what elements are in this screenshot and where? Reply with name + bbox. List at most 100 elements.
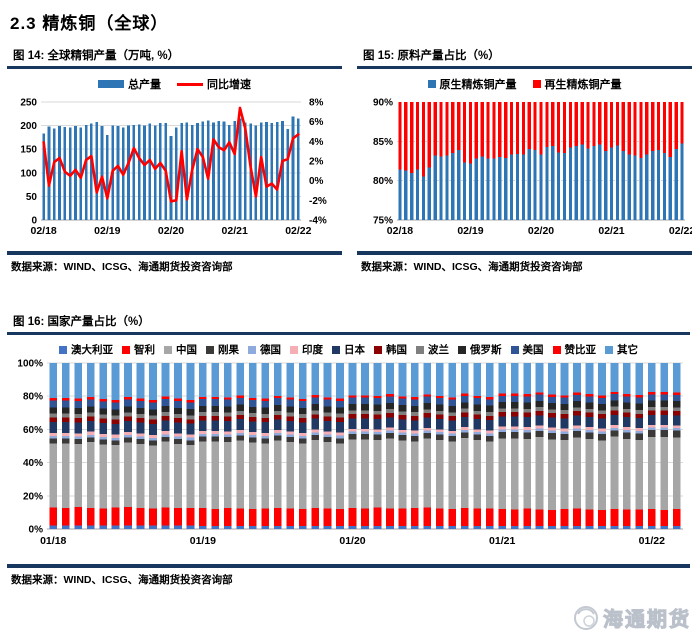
legend-label: 韩国 [386,344,407,356]
legend-label: 德国 [260,344,281,356]
legend-item: 刚果 [206,342,239,357]
figure16-title: 图 16: 国家产量占比（%） [13,316,150,328]
legend-swatch-icon [510,345,519,354]
figure14-bottom-rule [7,251,342,255]
legend-label: 再生精炼铜产量 [544,79,622,91]
legend-label: 波兰 [428,344,449,356]
watermark: 海通期货 [573,603,691,632]
svg-text:20%: 20% [23,491,43,502]
svg-text:50: 50 [26,192,38,203]
legend-swatch-icon [374,345,382,354]
figure16-svg: 0% 20% 40% 60% 80% 100% 01/18 01/19 01/20 01/21 01… [17,359,683,547]
svg-text:100%: 100% [17,359,43,370]
legend-swatch-icon [98,80,124,88]
legend-item: 再生精炼铜产量 [532,76,622,92]
svg-text:01/22: 01/22 [639,535,665,547]
svg-text:250: 250 [20,98,37,109]
total-output-bars [42,116,300,220]
svg-text:6%: 6% [309,117,324,128]
legend-label: 赞比亚 [564,344,597,356]
svg-text:90%: 90% [373,98,393,109]
section-gap [0,274,697,308]
figure15-title: 图 15: 原料产量占比（%） [363,50,500,62]
svg-text:40%: 40% [23,458,43,469]
watermark-logo-icon [574,605,598,630]
secondary-copper-bars [398,102,684,177]
legend-swatch-icon [164,345,172,354]
figure15-chart: 75% 80% 85% 90% 02/18 02/19 02/20 02/21 02/22 [357,92,695,249]
legend-swatch-icon [206,345,214,354]
legend-item: 总产量 [98,76,161,92]
svg-text:02/20: 02/20 [158,225,184,237]
legend-label: 日本 [344,344,365,356]
figure15-bottom-rule [357,251,692,255]
svg-text:75%: 75% [373,216,393,227]
figure14-title-rule [7,66,342,69]
watermark-text: 海通期货 [603,609,691,632]
figure16-legend: 澳大利亚 智利 中国 刚果 德国 印度 日本 韩国 波兰 俄罗斯 美国 赞比亚 其它 [7,342,690,357]
legend-label: 原生精炼铜产量 [439,79,517,91]
legend-item: 印度 [290,342,323,357]
legend-item: 韩国 [374,342,407,357]
legend-label: 中国 [176,344,197,356]
legend-item: 俄罗斯 [458,342,502,357]
svg-text:02/18: 02/18 [387,225,413,237]
figure15-title-rule [357,66,692,69]
svg-text:02/22: 02/22 [669,225,692,237]
legend-item: 波兰 [416,342,449,357]
svg-text:01/19: 01/19 [190,535,216,547]
legend-label: 其它 [617,344,638,356]
legend-label: 澳大利亚 [71,344,113,356]
figure16-source: 数据来源：WIND、ICSG、海通期货投资咨询部 [11,574,233,586]
primary-copper-bars [398,143,684,220]
legend-swatch-icon [458,345,466,354]
section-title: 2.3 精炼铜（全球） [10,14,169,33]
figure15-svg: 75% 80% 85% 90% 02/18 02/19 02/20 02/21 02/22 [373,98,695,238]
svg-text:02/19: 02/19 [94,225,120,237]
svg-text:2%: 2% [309,157,324,168]
figure14-legend: 总产量 同比增速 [7,76,342,92]
figure14-panel: 图 14: 全球精铜产量（万吨, %） 总产量 同比增速 0 50 100 150 200… [7,42,342,274]
svg-text:100: 100 [20,168,37,179]
figure16-panel: 图 16: 国家产量占比（%） 澳大利亚 智利 中国 刚果 德国 印度 日本 韩国 波兰 俄罗斯 美… [7,308,690,587]
svg-text:02/21: 02/21 [222,225,248,237]
legend-swatch-icon [122,345,130,354]
yoy-growth-line [42,106,300,203]
legend-swatch-icon [416,345,424,354]
legend-line-swatch-icon [177,82,203,86]
legend-swatch-icon [248,345,256,354]
legend-label: 智利 [134,344,155,356]
svg-text:8%: 8% [309,98,324,109]
svg-text:02/19: 02/19 [457,225,483,237]
figure16-title-rule [7,332,690,335]
svg-text:02/18: 02/18 [31,225,57,237]
figure14-chart: 0 50 100 150 200 250 -4% -2% 0% 2% 4% 6% 8% 02/18 02/1… [7,92,342,249]
svg-text:02/21: 02/21 [598,225,624,237]
legend-item: 原生精炼铜产量 [427,76,517,92]
svg-text:80%: 80% [373,176,393,187]
legend-swatch-icon [290,345,298,354]
legend-item: 美国 [510,342,544,357]
legend-swatch-icon [552,345,561,354]
legend-swatch-icon [59,345,67,354]
svg-text:-2%: -2% [309,196,327,207]
figure16-chart: 0% 20% 40% 60% 80% 100% 01/18 01/19 01/20 01/21 01… [7,357,690,562]
svg-text:01/21: 01/21 [489,535,515,547]
legend-label: 总产量 [128,79,161,91]
legend-label: 美国 [522,344,544,356]
figure15-legend: 原生精炼铜产量 再生精炼铜产量 [357,76,692,92]
svg-text:0%: 0% [309,176,324,187]
svg-text:60%: 60% [23,425,43,436]
legend-item: 德国 [248,342,281,357]
legend-item: 其它 [605,342,638,357]
legend-item: 澳大利亚 [59,342,113,357]
figure14-source: 数据来源：WIND、ICSG、海通期货投资咨询部 [11,261,233,273]
svg-text:-4%: -4% [309,216,327,227]
svg-text:4%: 4% [309,137,324,148]
legend-label: 刚果 [218,344,239,356]
svg-text:200: 200 [20,121,37,132]
legend-label: 俄罗斯 [470,344,502,356]
figure14-svg: 0 50 100 150 200 250 -4% -2% 0% 2% 4% 6% 8% 02/18 02/1… [20,98,327,238]
svg-text:02/20: 02/20 [528,225,554,237]
